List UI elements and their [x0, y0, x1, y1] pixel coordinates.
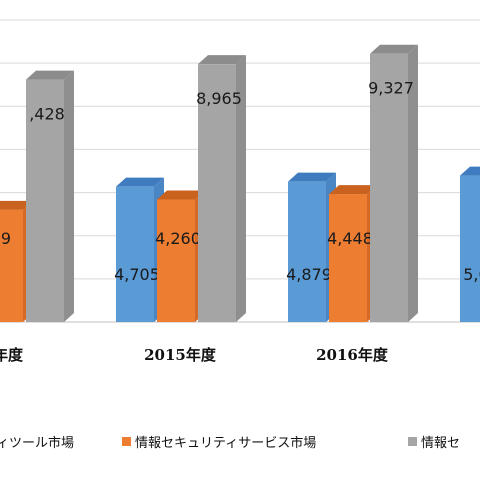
- bar: [288, 181, 326, 322]
- bar: [0, 209, 23, 322]
- bar: [370, 53, 408, 323]
- data-label: 4,448: [327, 229, 373, 248]
- legend-item-tool-market: ィツール市場: [0, 432, 74, 451]
- bar-side: [236, 55, 246, 322]
- bar-side: [64, 70, 74, 322]
- bar-side: [408, 44, 418, 323]
- legend-label: 情報セキュリティサービス市場: [135, 436, 317, 451]
- bar-top: [460, 166, 480, 176]
- data-label: 4,705: [114, 265, 160, 284]
- data-label: 4,879: [286, 265, 332, 284]
- data-label: 9,327: [368, 79, 414, 98]
- bar: [198, 64, 236, 322]
- legend-item-gray-series: 情報セ: [408, 432, 460, 451]
- data-label: 5,09: [463, 265, 480, 284]
- data-label: 4,260: [155, 229, 201, 248]
- legend-label: 情報セ: [421, 436, 461, 451]
- legend-swatch-gray: [408, 437, 417, 446]
- bar-top: [288, 172, 336, 182]
- bar-top: [0, 200, 33, 210]
- bar-top: [329, 185, 377, 195]
- data-label: 9: [1, 229, 11, 248]
- bar-chart: 9 ,428 年度 4,705 4,260 8,965 2015年度 4,879 4,448 9,…: [0, 19, 480, 364]
- data-label: ,428: [29, 105, 65, 124]
- bar-top: [157, 190, 205, 200]
- data-label: 8,965: [196, 89, 242, 108]
- bar: [157, 199, 195, 322]
- bar-top: [370, 44, 418, 54]
- bar: [26, 79, 64, 322]
- category-label: 年度: [0, 346, 24, 364]
- category-label: 2015年度: [144, 346, 217, 364]
- legend-label: ィツール市場: [0, 436, 75, 451]
- chart-legend: ィツール市場 情報セキュリティサービス市場 情報セ: [0, 428, 480, 456]
- bar: [116, 186, 154, 322]
- category-label: 2016年度: [316, 346, 389, 364]
- bar-top: [198, 55, 246, 65]
- legend-item-service-market: 情報セキュリティサービス市場: [122, 432, 316, 451]
- bar: [460, 175, 480, 322]
- bar-top: [26, 70, 74, 80]
- bar: [329, 194, 367, 322]
- legend-swatch-orange: [122, 437, 131, 446]
- bar-top: [116, 177, 164, 187]
